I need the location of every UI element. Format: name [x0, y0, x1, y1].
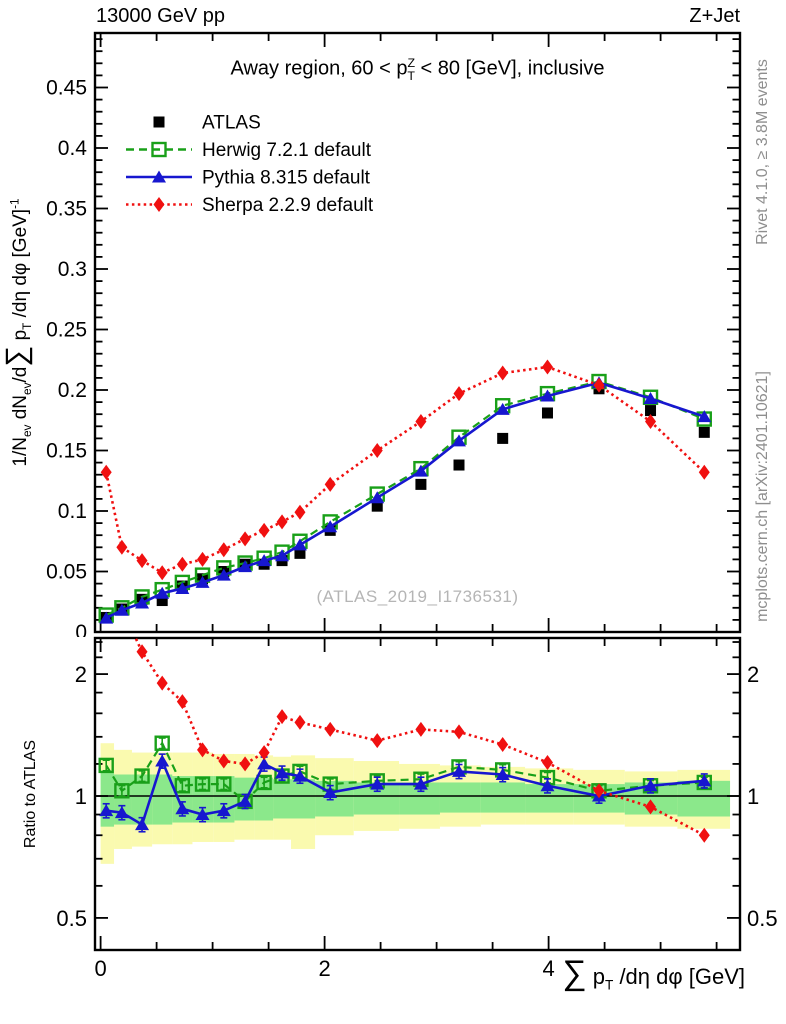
svg-text:0.4: 0.4: [58, 137, 88, 160]
svg-text:0: 0: [75, 621, 87, 644]
legend-item-sherpa: Sherpa 2.2.9 default: [126, 195, 374, 216]
svg-text:1: 1: [747, 784, 759, 809]
svg-text:0.05: 0.05: [46, 561, 87, 584]
series-sherpa-ratio: [134, 638, 710, 843]
svg-text:0.25: 0.25: [46, 319, 87, 342]
svg-text:Pythia 8.315 default: Pythia 8.315 default: [202, 168, 371, 189]
series-pythia-ratio: [99, 753, 712, 833]
legend-item-atlas: ATLAS: [153, 113, 261, 134]
x-axis-label: ∑ pT /dη dφ [GeV]: [562, 954, 745, 993]
analysis-watermark: (ATLAS_2019_I1736531): [316, 587, 519, 606]
svg-text:2: 2: [318, 956, 330, 981]
tick-labels: 0 0.05 0.1 0.15 0.2 0.25 0.3 0.35 0.4 0.45 2 2 1 1 0.5…: [46, 77, 777, 982]
ratio-panel-frame: [93, 636, 742, 952]
svg-text:0.5: 0.5: [56, 906, 87, 931]
legend-item-pythia: Pythia 8.315 default: [126, 168, 371, 189]
ratio-uncertainty-bands: [100, 743, 731, 864]
svg-text:2: 2: [747, 662, 759, 687]
legend: ATLAS Herwig 7.2.1 default Pythia 8.315 de…: [126, 113, 374, 216]
svg-text:0.3: 0.3: [58, 258, 87, 281]
svg-text:0.35: 0.35: [46, 198, 87, 221]
svg-text:0.5: 0.5: [747, 906, 778, 931]
series-sherpa-main: [100, 359, 710, 581]
series-atlas-main: [100, 383, 710, 623]
beam-energy-label: 13000 GeV pp: [96, 5, 225, 27]
main-panel-frame: [93, 31, 742, 634]
plot-title: Away region, 60 < pZT < 80 [GeV], inclus…: [230, 56, 605, 83]
svg-text:Sherpa 2.2.9 default: Sherpa 2.2.9 default: [202, 195, 374, 216]
series-pythia-main: [99, 376, 712, 624]
axis-ticks: [95, 33, 740, 950]
svg-text:ATLAS: ATLAS: [202, 113, 261, 134]
svg-text:0.15: 0.15: [46, 440, 87, 463]
svg-text:0.2: 0.2: [58, 379, 87, 402]
svg-text:0.45: 0.45: [46, 77, 87, 100]
svg-text:0.1: 0.1: [58, 500, 87, 523]
svg-text:1: 1: [75, 784, 87, 809]
svg-text:Herwig 7.2.1 default: Herwig 7.2.1 default: [202, 140, 372, 161]
svg-text:2: 2: [75, 662, 87, 687]
svg-text:0: 0: [94, 956, 106, 981]
svg-text:4: 4: [542, 956, 554, 981]
legend-item-herwig: Herwig 7.2.1 default: [126, 140, 372, 161]
process-label: Z+Jet: [689, 5, 740, 27]
